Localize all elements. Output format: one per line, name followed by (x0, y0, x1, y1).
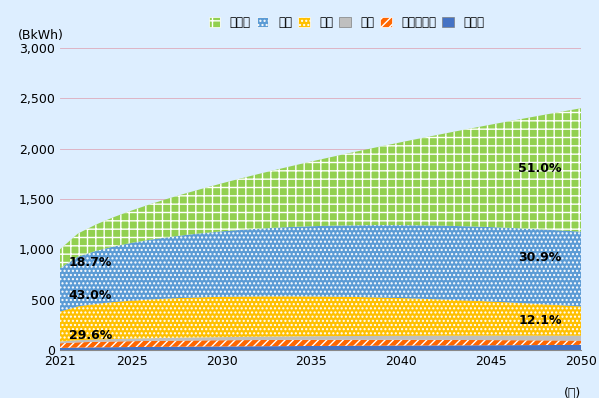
Text: 51.0%: 51.0% (518, 162, 562, 175)
Text: 12.1%: 12.1% (518, 314, 562, 327)
Text: (年): (年) (564, 386, 581, 398)
Text: 43.0%: 43.0% (69, 289, 112, 302)
Text: (BkWh): (BkWh) (18, 29, 64, 42)
Text: 18.7%: 18.7% (69, 256, 112, 269)
Text: 30.9%: 30.9% (518, 251, 561, 264)
Legend: 太陽光, 風力, 水力, 地熱, バイオマス, その他: 太陽光, 風力, 水力, 地熱, バイオマス, その他 (204, 11, 489, 34)
Text: 29.6%: 29.6% (69, 329, 112, 341)
